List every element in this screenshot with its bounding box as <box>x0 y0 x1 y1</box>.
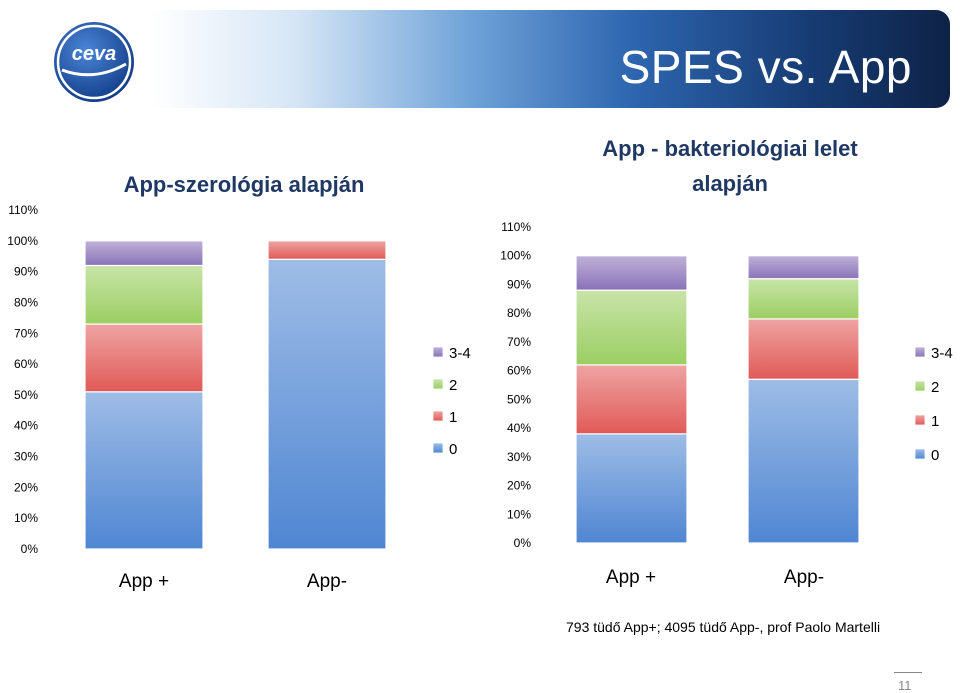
bar-segment <box>575 364 688 435</box>
legend-swatch <box>914 346 926 358</box>
y-tick-label: 70% <box>14 326 38 340</box>
y-tick-label: 90% <box>14 265 38 279</box>
legend-swatch <box>432 378 444 390</box>
bar-segment <box>575 289 688 366</box>
slide-title: SPES vs. App <box>619 41 912 93</box>
legend-swatch <box>914 380 926 392</box>
y-tick-label: 30% <box>14 450 38 464</box>
bar-segment <box>84 240 204 267</box>
y-tick-label: 50% <box>14 388 38 402</box>
y-tick-label: 30% <box>507 450 531 464</box>
category-label: App + <box>119 571 169 592</box>
y-tick-label: 100% <box>500 249 531 263</box>
y-tick-label: 40% <box>507 421 531 435</box>
y-tick-label: 70% <box>507 335 531 349</box>
legend-label: 2 <box>931 379 939 396</box>
bar-segment <box>747 255 860 280</box>
bar-segment <box>267 258 387 550</box>
footnote: 793 tüdő App+; 4095 tüdő App-, prof Paol… <box>566 619 881 635</box>
y-tick-label: 0% <box>21 542 39 556</box>
y-tick-label: 40% <box>14 419 38 433</box>
ceva-logo <box>54 22 134 102</box>
legend-label: 1 <box>449 409 457 426</box>
legend-label: 3-4 <box>931 345 953 362</box>
legend-swatch <box>914 448 926 460</box>
bar-segment <box>575 255 688 291</box>
category-label: App- <box>307 571 347 592</box>
legend-label: 1 <box>931 413 939 430</box>
y-tick-label: 20% <box>14 480 38 494</box>
legend-label: 0 <box>449 441 457 458</box>
chart-title: App - bakteriológiai lelet <box>602 136 858 161</box>
bar-segment <box>267 240 387 260</box>
y-tick-label: 110% <box>8 203 38 217</box>
y-tick-label: 60% <box>14 357 38 371</box>
y-tick-label: 10% <box>14 511 38 525</box>
y-tick-label: 110% <box>501 220 531 234</box>
bar-segment <box>84 391 204 550</box>
legend-swatch <box>432 410 444 422</box>
legend-swatch <box>914 414 926 426</box>
logo-text: ceva <box>71 43 117 65</box>
legend-swatch <box>432 442 444 454</box>
bar-segment <box>747 378 860 544</box>
legend-label: 3-4 <box>449 345 471 362</box>
y-tick-label: 60% <box>507 364 531 378</box>
chart-title: App-szerológia alapján <box>124 172 365 197</box>
bar-segment <box>747 318 860 380</box>
y-tick-label: 50% <box>507 392 531 406</box>
y-tick-label: 20% <box>507 479 531 493</box>
y-tick-label: 0% <box>514 536 532 550</box>
y-tick-label: 80% <box>14 295 38 309</box>
page-number: 11 <box>898 678 912 693</box>
bar-segment <box>747 278 860 320</box>
category-label: App + <box>606 567 656 588</box>
bar-segment <box>575 433 688 544</box>
header-band: SPES vs. App <box>150 10 950 108</box>
y-tick-label: 90% <box>507 277 531 291</box>
y-tick-label: 100% <box>7 234 38 248</box>
category-label: App- <box>784 567 824 588</box>
bar-segment <box>84 264 204 325</box>
legend-swatch <box>432 346 444 358</box>
y-tick-label: 10% <box>507 507 531 521</box>
y-tick-label: 80% <box>507 306 531 320</box>
legend-label: 0 <box>931 447 939 464</box>
bar-segment <box>84 323 204 393</box>
page-number-rule <box>894 672 922 673</box>
chart-title: alapján <box>692 171 768 196</box>
legend-label: 2 <box>449 377 457 394</box>
